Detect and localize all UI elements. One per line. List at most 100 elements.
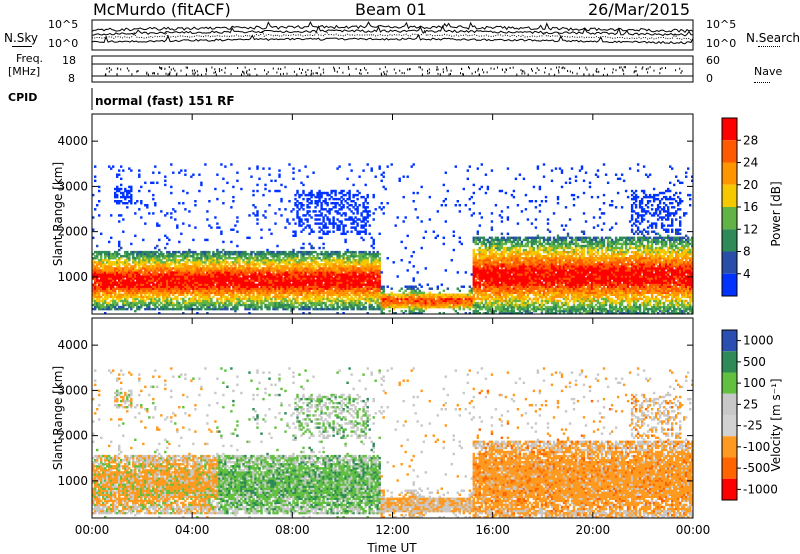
power-cell	[146, 275, 149, 278]
power-cell	[254, 273, 257, 276]
power-cell	[286, 252, 289, 256]
power-cell	[204, 279, 207, 282]
power-cell	[342, 204, 345, 207]
power-cell	[132, 269, 135, 272]
power-cell	[372, 218, 375, 221]
power-cell	[244, 257, 247, 260]
power-cell	[146, 281, 149, 284]
power-cell	[180, 287, 183, 290]
power-cell	[220, 285, 223, 288]
power-cell	[308, 307, 311, 311]
power-cell	[270, 291, 273, 295]
power-cell	[284, 265, 287, 268]
power-cell	[132, 285, 135, 288]
power-cell	[344, 273, 347, 276]
power-cell	[398, 293, 401, 297]
power-cell	[192, 301, 195, 305]
power-cell	[318, 299, 321, 303]
power-cell	[134, 285, 137, 288]
power-cell	[334, 279, 337, 282]
power-cell	[146, 261, 149, 264]
power-cell	[122, 289, 125, 293]
power-cell	[144, 265, 147, 268]
power-cell	[202, 250, 205, 254]
power-cell	[304, 301, 307, 305]
power-cell	[256, 279, 259, 282]
power-cell	[352, 257, 355, 260]
power-cell	[284, 208, 287, 211]
power-cell	[212, 287, 215, 290]
power-cell	[442, 242, 445, 246]
power-cell	[170, 261, 173, 264]
power-cell	[224, 252, 227, 256]
power-cell	[102, 289, 105, 293]
power-cell	[146, 303, 149, 307]
power-cell	[430, 295, 433, 299]
power-cell	[348, 195, 351, 199]
power-cell	[306, 265, 309, 268]
power-cell	[126, 261, 129, 264]
power-cell	[102, 275, 105, 278]
power-cell	[382, 212, 385, 215]
power-cell	[262, 167, 265, 170]
power-cell	[298, 283, 301, 286]
power-cell	[148, 250, 151, 254]
power-cell	[244, 275, 247, 278]
power-cell	[250, 255, 253, 258]
power-cell	[96, 255, 99, 258]
freq-dot	[633, 71, 635, 74]
power-cell	[146, 283, 149, 286]
power-cell	[346, 289, 349, 293]
freq-dot	[427, 72, 429, 75]
power-cell	[296, 265, 299, 268]
power-cell	[172, 285, 175, 288]
power-cell	[230, 269, 233, 272]
power-cell	[362, 169, 365, 172]
power-cell	[148, 267, 151, 270]
power-cell	[260, 285, 263, 288]
power-cell	[226, 287, 229, 290]
freq-dot	[243, 71, 245, 74]
power-cell	[180, 273, 183, 276]
power-cell	[334, 283, 337, 286]
power-cell	[316, 279, 319, 282]
power-cell	[348, 191, 351, 195]
power-cell	[218, 259, 221, 262]
power-cell	[230, 277, 233, 280]
power-cell	[136, 293, 139, 297]
freq-dot	[137, 70, 139, 72]
power-cell	[94, 255, 97, 258]
power-cell	[274, 255, 277, 258]
power-cell	[220, 297, 223, 301]
power-cell	[100, 269, 103, 272]
power-cell	[144, 255, 147, 258]
power-cell	[276, 305, 279, 309]
power-cell	[324, 305, 327, 309]
freq-dot	[307, 69, 309, 71]
power-cell	[304, 291, 307, 295]
power-cell	[214, 285, 217, 288]
power-cell	[118, 281, 121, 284]
power-cell	[452, 303, 455, 307]
power-cell	[300, 252, 303, 256]
power-cell	[154, 267, 157, 270]
power-cell	[312, 297, 315, 301]
power-cell	[152, 269, 155, 272]
power-cell	[376, 301, 379, 305]
power-cell	[224, 283, 227, 286]
power-cell	[330, 265, 333, 268]
power-cell	[340, 222, 343, 225]
power-cell	[342, 228, 345, 231]
power-cell	[324, 303, 327, 307]
power-cell	[220, 291, 223, 295]
power-cell	[218, 269, 221, 272]
power-cell	[190, 303, 193, 307]
power-cell	[214, 259, 217, 262]
power-cell	[114, 295, 117, 299]
power-cell	[118, 273, 121, 276]
power-cell	[260, 271, 263, 274]
power-cell	[304, 277, 307, 280]
power-cell	[180, 291, 183, 295]
power-cell	[214, 289, 217, 293]
power-cell	[146, 269, 149, 272]
